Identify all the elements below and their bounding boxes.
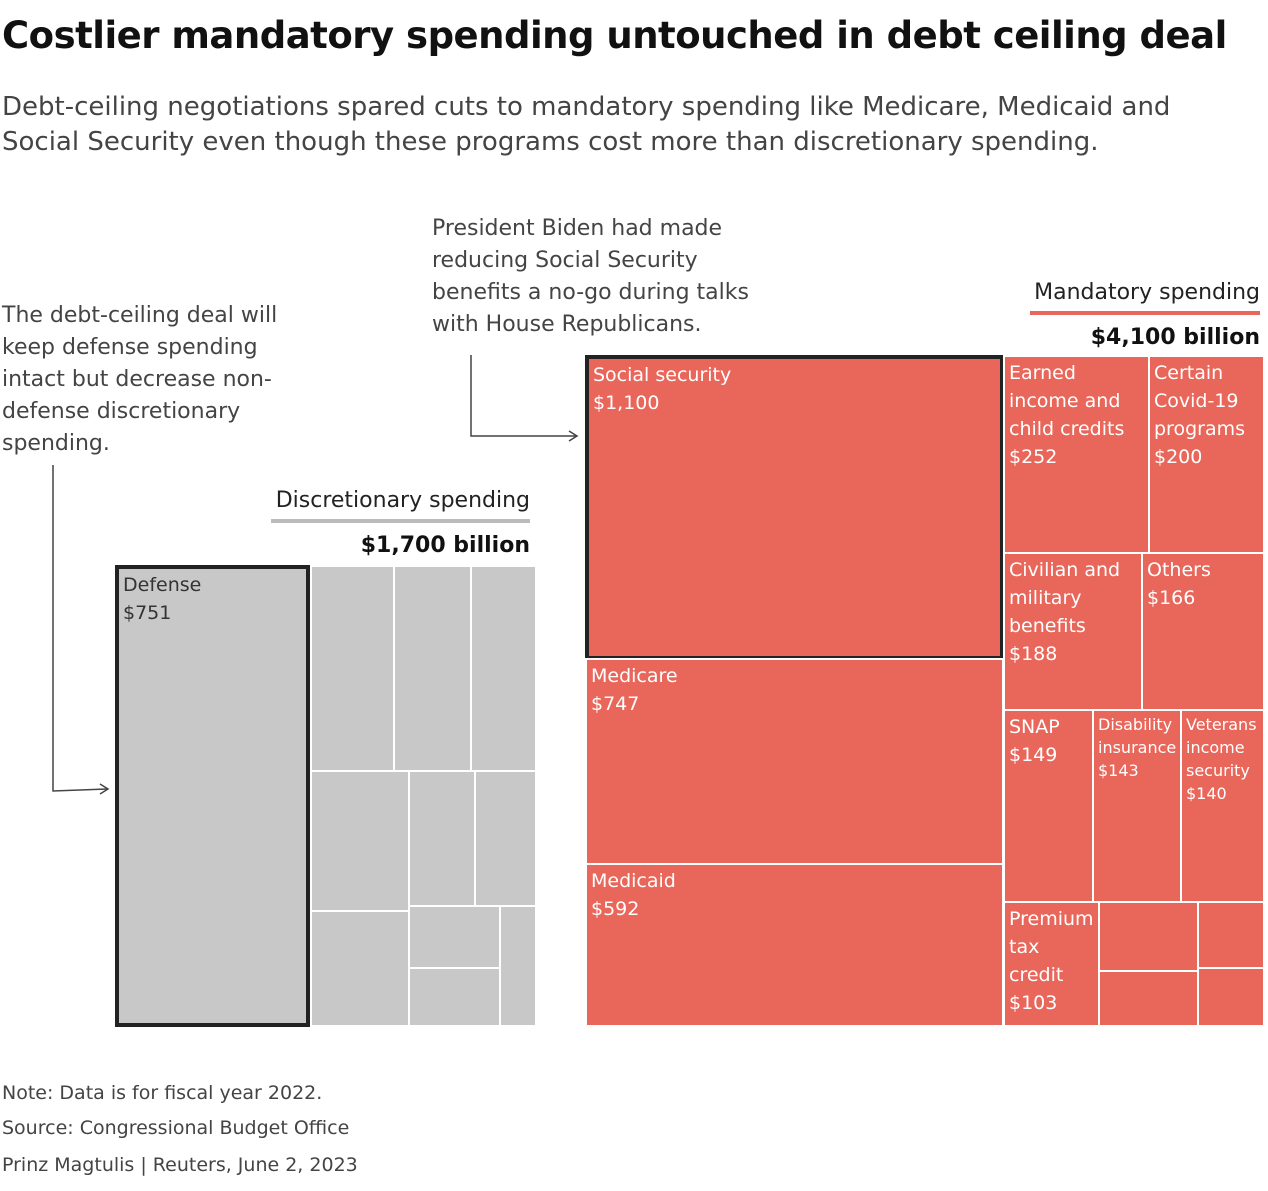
cell-value: $1,100 bbox=[593, 392, 660, 414]
cell-name: Social security bbox=[593, 364, 732, 386]
cell-name: SNAP bbox=[1009, 716, 1060, 738]
arrow bbox=[52, 355, 579, 795]
cell-label: Social security $1,100 bbox=[589, 359, 1000, 419]
treemap-cell bbox=[310, 565, 395, 772]
cell-name: Earned income and child credits bbox=[1009, 362, 1125, 440]
treemap-cell bbox=[310, 910, 410, 1027]
treemap-cell: Disability insurance $143 bbox=[1092, 709, 1182, 903]
cell-name: Medicaid bbox=[591, 870, 676, 892]
credit: Prinz Magtulis | Reuters, June 2, 2023 bbox=[2, 1154, 358, 1176]
treemap-cell: Earned income and child credits $252 bbox=[1003, 355, 1150, 554]
cell-label: Disability insurance $143 bbox=[1094, 711, 1180, 784]
treemap-cell: Civilian and military benefits $188 bbox=[1003, 552, 1143, 711]
cell-value: $751 bbox=[123, 602, 172, 624]
treemap-cell bbox=[499, 905, 537, 1027]
cell-label: Veterans income security $140 bbox=[1182, 711, 1263, 807]
cell-label: Medicaid $592 bbox=[587, 865, 1002, 925]
treemap-cell: Others $166 bbox=[1141, 552, 1265, 711]
cell-value: $140 bbox=[1186, 784, 1227, 803]
group-total: $1,700 billion bbox=[360, 533, 530, 558]
annotation: The debt-ceiling deal will keep defense … bbox=[2, 303, 278, 456]
treemap-cell bbox=[393, 565, 472, 772]
cell-value: $252 bbox=[1009, 446, 1058, 468]
treemap-cell bbox=[310, 770, 410, 912]
chart-title: Costlier mandatory spending untouched in… bbox=[2, 14, 1227, 57]
treemap-cell bbox=[1098, 970, 1199, 1027]
treemap-cell bbox=[408, 905, 501, 969]
annotation: President Biden had made reducing Social… bbox=[432, 216, 749, 337]
cell-name: Veterans income security bbox=[1186, 715, 1257, 780]
cell-name: Premium tax credit bbox=[1009, 908, 1094, 986]
group-label: Mandatory spending bbox=[1030, 280, 1260, 315]
treemap-cell bbox=[408, 967, 501, 1027]
treemap-cell: Certain Covid-19 programs $200 bbox=[1148, 355, 1265, 554]
note: Note: Data is for fiscal year 2022. bbox=[2, 1082, 323, 1104]
treemap-cell: Social security $1,100 bbox=[585, 355, 1004, 660]
cell-name: Medicare bbox=[591, 665, 678, 687]
treemap-cell: Medicaid $592 bbox=[585, 863, 1004, 1027]
cell-label: Defense $751 bbox=[119, 569, 306, 629]
cell-label: Earned income and child credits $252 bbox=[1005, 357, 1148, 473]
cell-label: Others $166 bbox=[1143, 554, 1263, 614]
cell-value: $149 bbox=[1009, 744, 1058, 766]
treemap-cell bbox=[474, 770, 537, 907]
treemap-cell: Premium tax credit $103 bbox=[1003, 901, 1100, 1027]
treemap-cell bbox=[1197, 901, 1265, 969]
cell-label: Premium tax credit $103 bbox=[1005, 903, 1098, 1019]
cell-label: Medicare $747 bbox=[587, 660, 1002, 720]
cell-value: $188 bbox=[1009, 643, 1058, 665]
note: Source: Congressional Budget Office bbox=[2, 1117, 350, 1139]
cell-label: SNAP $149 bbox=[1005, 711, 1092, 771]
cell-name: Defense bbox=[123, 574, 202, 596]
treemap-cell: Medicare $747 bbox=[585, 658, 1004, 865]
cell-value: $143 bbox=[1098, 761, 1139, 780]
treemap-cell: SNAP $149 bbox=[1003, 709, 1094, 903]
cell-value: $592 bbox=[591, 898, 640, 920]
treemap-cell bbox=[1098, 901, 1199, 972]
chart-subtitle: Debt-ceiling negotiations spared cuts to… bbox=[2, 92, 1171, 157]
cell-name: Disability insurance bbox=[1098, 715, 1177, 757]
treemap-cell: Veterans income security $140 bbox=[1180, 709, 1265, 903]
cell-value: $103 bbox=[1009, 992, 1058, 1014]
cell-label: Civilian and military benefits $188 bbox=[1005, 554, 1141, 670]
cell-name: Certain Covid-19 programs bbox=[1154, 362, 1246, 440]
treemap-cell bbox=[470, 565, 537, 772]
cell-name: Civilian and military benefits bbox=[1009, 559, 1121, 637]
cell-label: Certain Covid-19 programs $200 bbox=[1150, 357, 1263, 473]
cell-value: $747 bbox=[591, 693, 640, 715]
cell-name: Others bbox=[1147, 559, 1211, 581]
treemap-cell bbox=[408, 770, 476, 907]
cell-value: $166 bbox=[1147, 587, 1196, 609]
group-total: $4,100 billion bbox=[1090, 325, 1260, 350]
treemap-cell bbox=[1197, 967, 1265, 1027]
group-label: Discretionary spending bbox=[271, 488, 530, 523]
cell-value: $200 bbox=[1154, 446, 1203, 468]
treemap-cell: Defense $751 bbox=[115, 565, 310, 1027]
